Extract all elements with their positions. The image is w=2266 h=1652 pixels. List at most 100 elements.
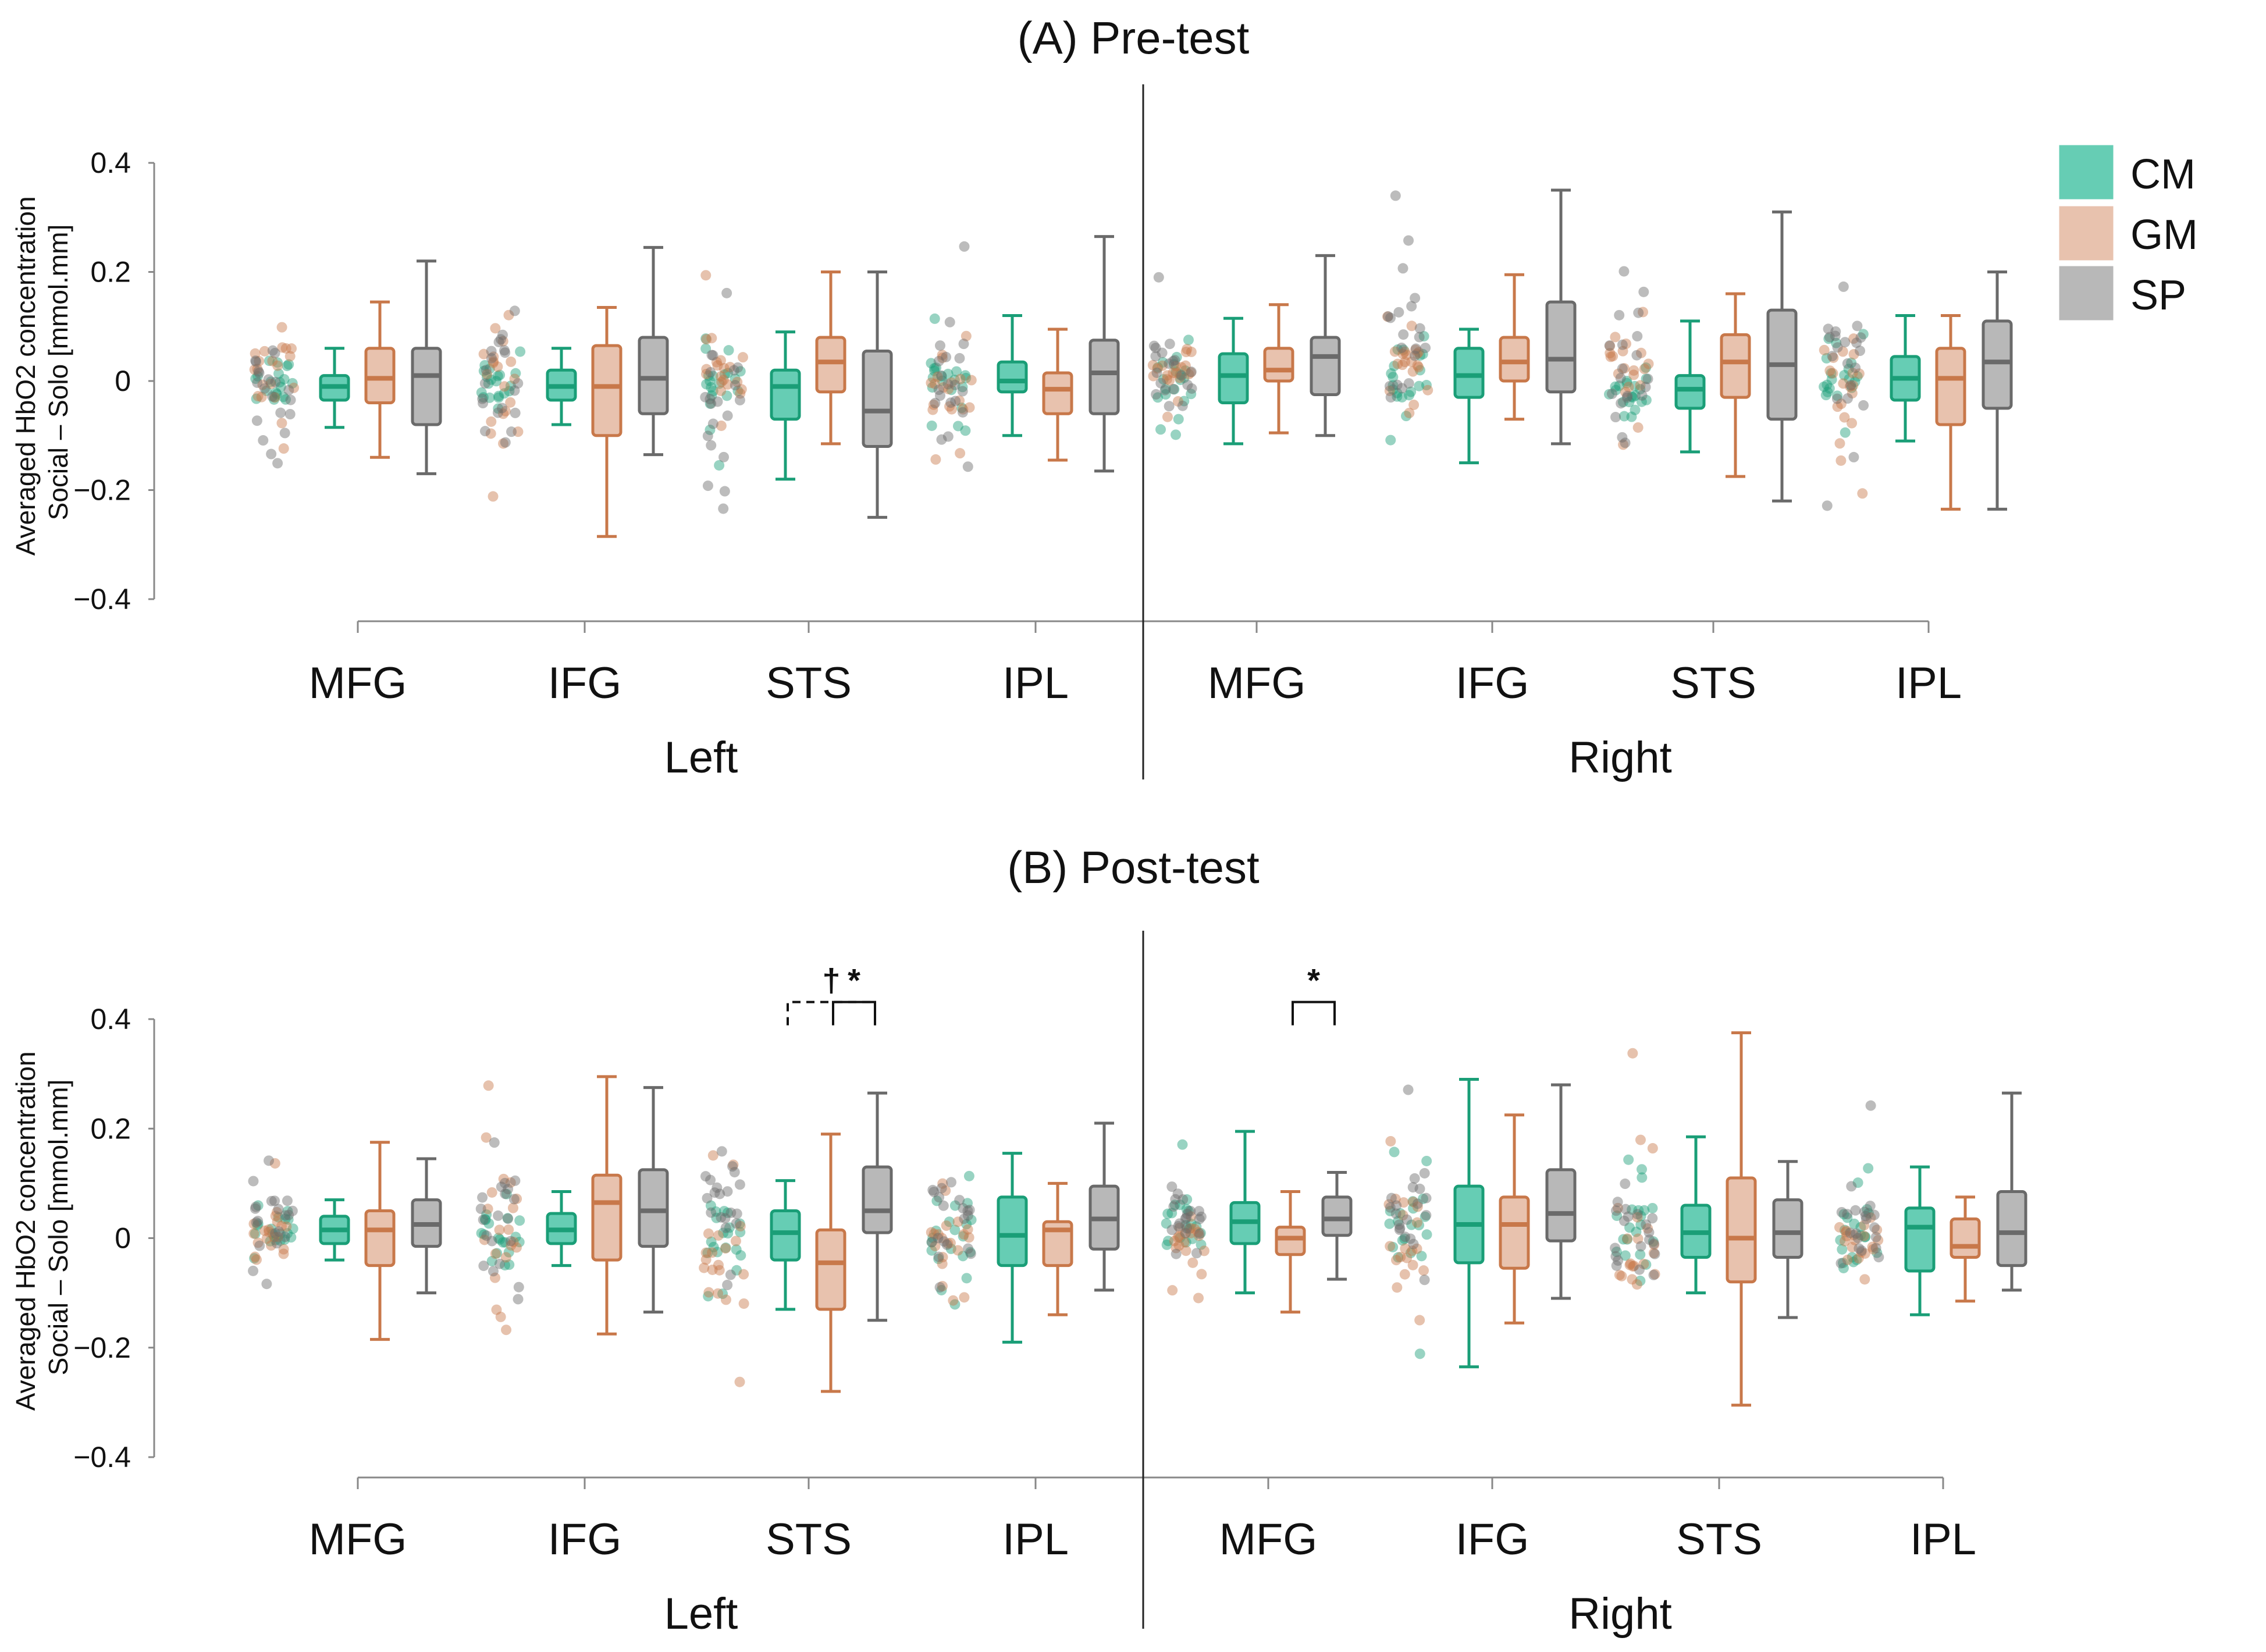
- data-point-sp: [1873, 1252, 1884, 1263]
- data-point-gm: [730, 1236, 741, 1247]
- data-point-cm: [1397, 1235, 1408, 1246]
- data-point-gm: [943, 383, 954, 394]
- data-point-gm: [1152, 363, 1163, 374]
- data-point-cm: [1844, 373, 1855, 384]
- iqr-box: [1720, 333, 1751, 399]
- data-point-sp: [1169, 355, 1180, 366]
- data-point-sp: [1613, 1255, 1624, 1266]
- data-point-gm: [508, 1237, 519, 1248]
- data-point-sp: [505, 1236, 516, 1247]
- data-point-gm: [738, 1298, 749, 1309]
- data-point-sp: [1400, 1231, 1411, 1242]
- data-point-cm: [1863, 1163, 1874, 1174]
- data-point-gm: [264, 1226, 275, 1237]
- data-point-cm: [503, 1247, 514, 1258]
- data-point-sp: [1172, 1188, 1183, 1199]
- data-point-cm: [718, 1227, 729, 1238]
- panel-pre-test: (A) Pre-test Averaged HbO2 concentration…: [10, 12, 2013, 782]
- data-point-gm: [932, 371, 943, 382]
- data-point-cm: [1635, 1249, 1646, 1260]
- data-point-sp: [962, 461, 973, 472]
- data-point-sp: [734, 1179, 745, 1190]
- data-point-gm: [1411, 348, 1422, 359]
- data-point-sp: [1637, 390, 1648, 401]
- data-point-cm: [1838, 1209, 1849, 1220]
- data-point-cm: [1180, 1237, 1191, 1248]
- box-sp-ifg: [1545, 1083, 1577, 1300]
- data-point-gm: [252, 391, 264, 402]
- iqr-box: [1275, 1226, 1306, 1256]
- data-point-sp: [1827, 351, 1838, 362]
- iqr-box: [1453, 347, 1485, 399]
- data-point-sp: [1851, 1228, 1862, 1239]
- iqr-box: [815, 1228, 846, 1311]
- x-tick-label-sts: STS: [766, 658, 852, 708]
- data-point-cm: [478, 392, 489, 403]
- box-cm-ipl: [997, 1152, 1028, 1344]
- data-point-gm: [1628, 365, 1639, 376]
- data-point-sp: [250, 356, 261, 367]
- data-point-sp: [1384, 380, 1395, 391]
- data-point-sp: [1631, 350, 1642, 361]
- data-point-gm: [250, 348, 261, 359]
- data-point-cm: [476, 1228, 487, 1239]
- data-point-gm: [1642, 1223, 1653, 1234]
- data-point-gm: [1627, 1261, 1638, 1272]
- data-point-sp: [934, 340, 945, 351]
- data-point-gm: [711, 357, 722, 368]
- data-point-gm: [724, 362, 735, 373]
- iqr-box: [638, 336, 669, 415]
- data-point-sp: [1391, 1200, 1402, 1211]
- data-point-gm: [1638, 307, 1649, 318]
- box-gm-mfg: [1263, 303, 1294, 435]
- data-point-gm: [1865, 1212, 1876, 1223]
- data-point-gm: [1411, 1217, 1422, 1228]
- data-point-gm: [1174, 372, 1185, 383]
- data-point-sp: [486, 346, 497, 357]
- box-sp-sts: [1766, 210, 1798, 503]
- x-tick-label-ipl: IPL: [1910, 1515, 1976, 1564]
- data-point-gm: [1173, 1231, 1184, 1242]
- data-point-cm: [501, 1188, 512, 1199]
- data-point-gm: [1398, 1197, 1409, 1208]
- data-point-gm: [1392, 358, 1403, 369]
- box-cm-mfg: [319, 1198, 350, 1262]
- data-point-sp: [1634, 1264, 1645, 1275]
- data-point-gm: [1406, 321, 1417, 332]
- data-point-gm: [1410, 344, 1421, 355]
- data-point-cm: [705, 1200, 716, 1211]
- box-cm-sts: [1674, 319, 1706, 454]
- data-point-gm: [701, 364, 712, 375]
- box-gm-sts: [1720, 292, 1751, 478]
- iqr-box: [1674, 374, 1706, 410]
- data-point-cm: [1820, 390, 1831, 401]
- data-point-cm: [1623, 1154, 1634, 1165]
- data-point-sp: [1649, 1248, 1660, 1259]
- data-point-gm: [1400, 1243, 1411, 1254]
- iqr-box: [1545, 1168, 1577, 1242]
- data-point-sp: [730, 380, 741, 391]
- data-point-gm: [497, 336, 508, 347]
- data-point-sp: [712, 1182, 723, 1193]
- data-point-gm: [506, 1240, 517, 1251]
- data-point-gm: [713, 1288, 724, 1299]
- data-point-cm: [275, 382, 286, 393]
- data-point-sp: [934, 1192, 945, 1203]
- data-point-sp: [1845, 380, 1856, 391]
- data-point-cm: [1416, 1251, 1427, 1262]
- data-point-gm: [1848, 380, 1859, 391]
- data-point-cm: [1860, 1231, 1871, 1242]
- iqr-box: [1904, 1206, 1936, 1273]
- data-point-sp: [958, 1203, 969, 1214]
- box-cm-mfg: [319, 347, 350, 429]
- data-point-sp: [1865, 1201, 1876, 1212]
- data-point-gm: [945, 1237, 956, 1248]
- data-point-gm: [1859, 1274, 1870, 1285]
- data-point-gm: [926, 1227, 937, 1238]
- data-point-cm: [1611, 1247, 1622, 1258]
- data-point-sp: [263, 374, 274, 385]
- data-point-cm: [1171, 351, 1182, 362]
- significance-bracket: *: [1292, 962, 1336, 1026]
- data-point-cm: [717, 1288, 728, 1299]
- x-tick-label-ipl: IPL: [1895, 658, 1962, 708]
